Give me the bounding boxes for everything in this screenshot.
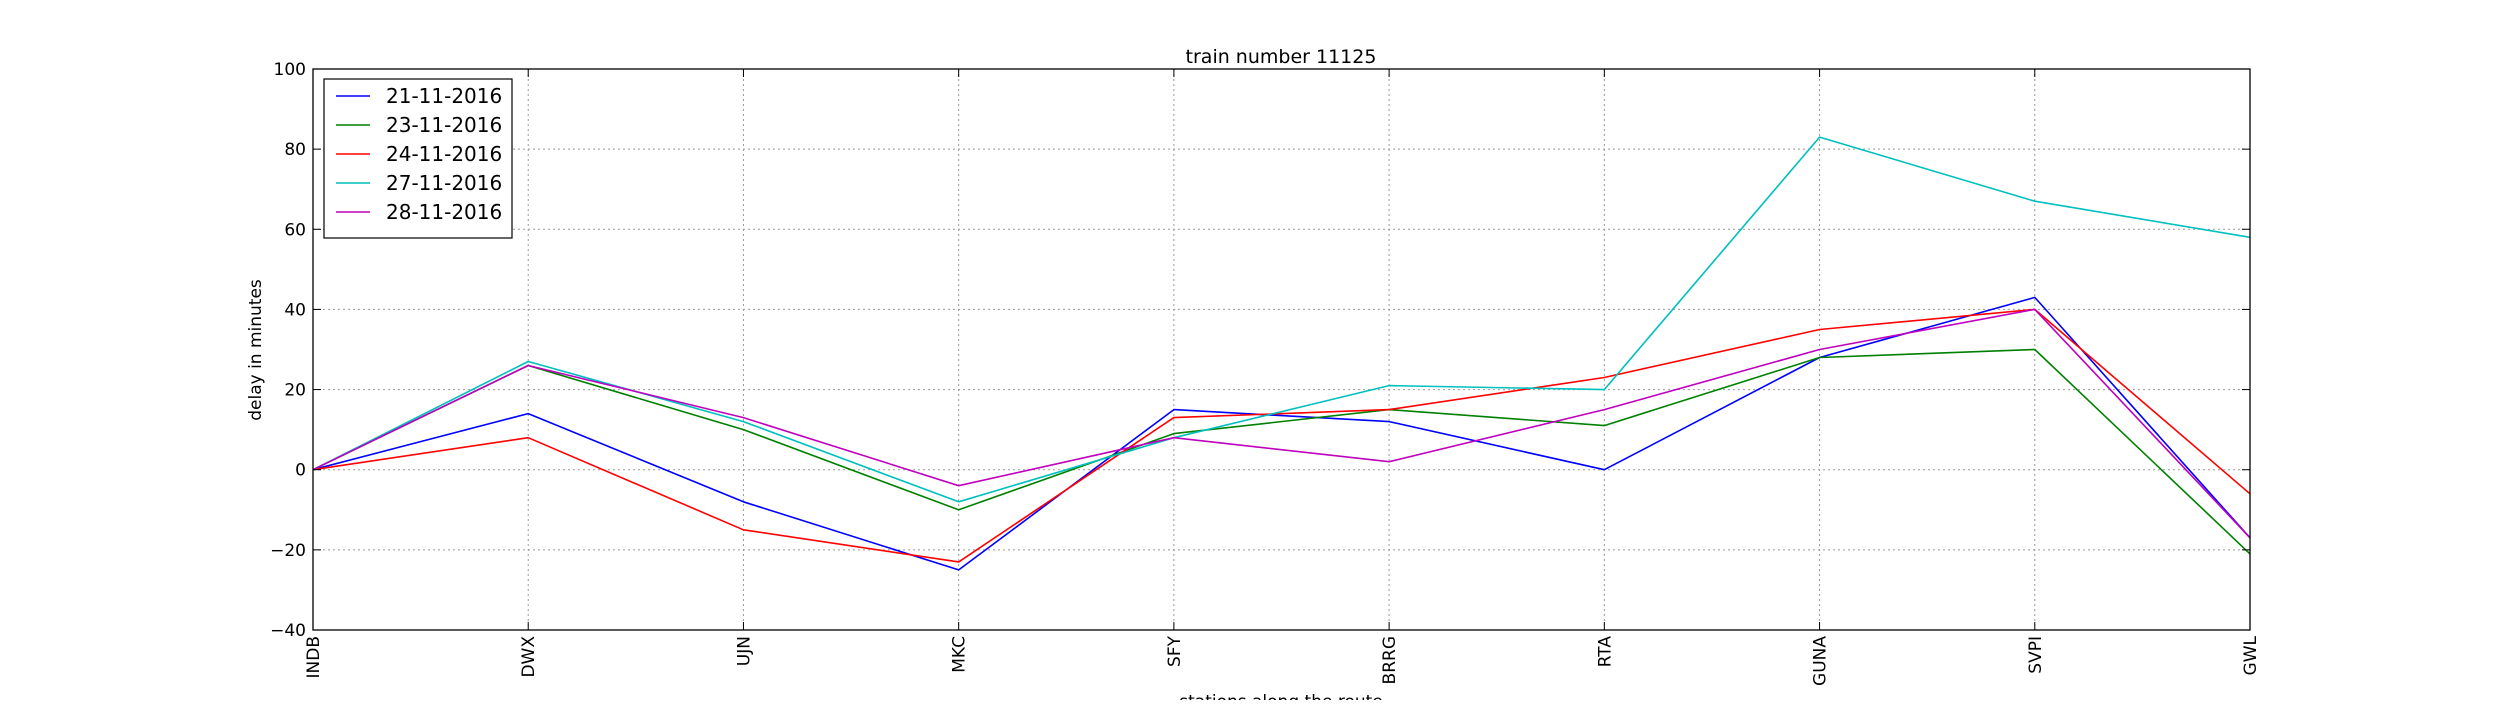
x-tick-label: SVPI — [2026, 636, 2046, 674]
y-axis-label: delay in minutes — [246, 279, 266, 421]
y-tick-label: 100 — [274, 60, 306, 80]
chart-title: train number 11125 — [1186, 46, 1377, 68]
plot-frame — [312, 68, 2251, 631]
x-tick-label: INDB — [304, 636, 324, 678]
x-tick-label: RTA — [1595, 636, 1615, 668]
legend-label: 28-11-2016 — [386, 200, 502, 224]
series-line — [312, 308, 2251, 539]
x-tick-label: SFY — [1165, 635, 1185, 667]
legend-label: 23-11-2016 — [386, 113, 502, 137]
x-tick-label: BRRG — [1380, 636, 1400, 684]
y-tick-label: 60 — [284, 220, 306, 240]
x-tick-label: GWL — [2241, 635, 2261, 675]
y-tick-label: 80 — [284, 140, 306, 160]
legend-label: 21-11-2016 — [386, 84, 502, 108]
y-tick-label: 20 — [284, 381, 306, 401]
y-tick-label: −40 — [270, 621, 306, 641]
legend-label: 27-11-2016 — [386, 171, 502, 195]
series-line — [312, 308, 2251, 563]
x-axis-label: stations along the route — [1179, 692, 1383, 700]
x-tick-label: UJN — [734, 636, 754, 666]
series-lines — [312, 136, 2251, 571]
x-tick-label: DWX — [519, 636, 539, 678]
x-tick-label: MKC — [950, 636, 970, 673]
series-line — [312, 348, 2251, 555]
y-tick-label: −20 — [270, 541, 306, 561]
y-tick-label: 0 — [295, 461, 306, 481]
legend: 21-11-2016 23-11-2016 24-11-2016 27-11-2016… — [323, 78, 513, 239]
axis-ticks: −40 −20 0 20 40 60 80 100 INDB DWX UJN MKC SFY BRRG RT… — [270, 60, 2261, 686]
y-tick-label: 40 — [284, 300, 306, 320]
legend-label: 24-11-2016 — [386, 142, 502, 166]
series-line — [312, 296, 2251, 571]
x-tick-label: GUNA — [1811, 636, 1831, 686]
